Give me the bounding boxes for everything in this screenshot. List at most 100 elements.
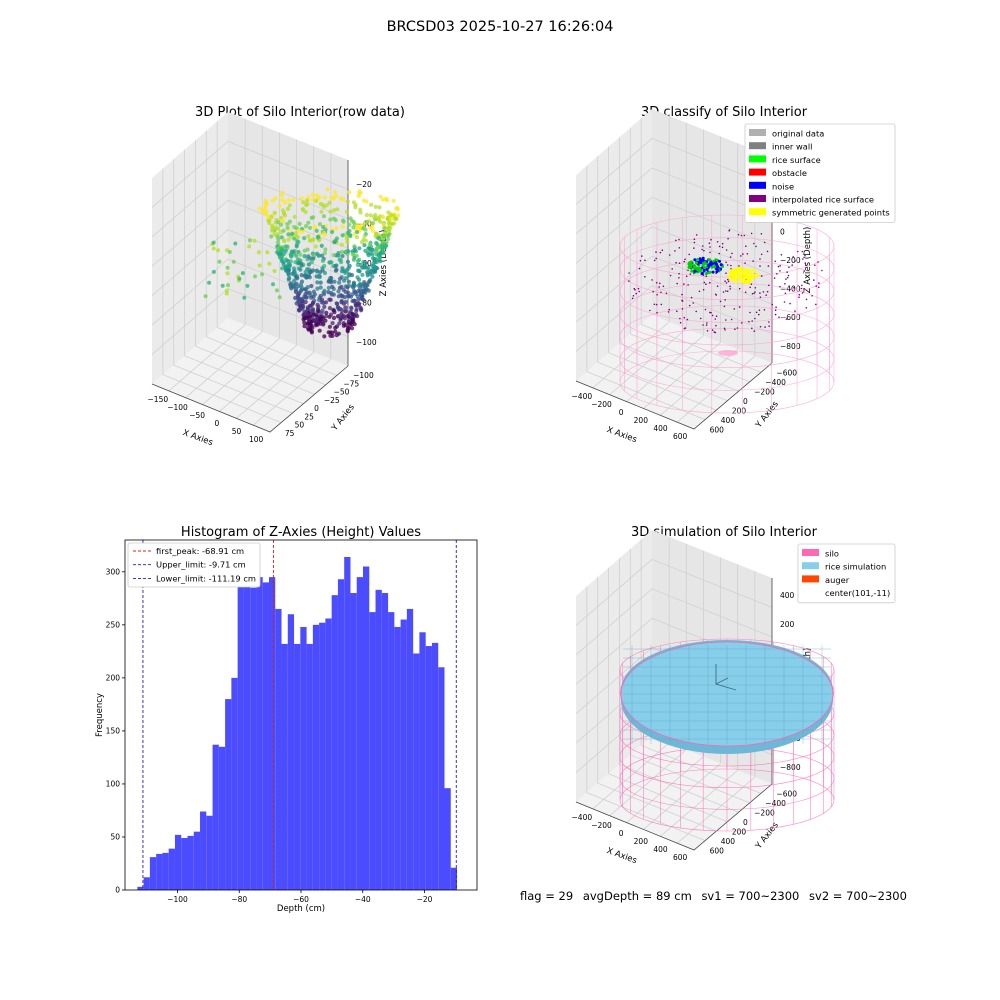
data-point xyxy=(737,233,740,236)
data-point xyxy=(276,251,281,256)
data-point xyxy=(324,310,329,315)
data-point xyxy=(375,215,380,220)
data-point xyxy=(335,207,340,212)
data-point xyxy=(292,278,297,283)
data-point xyxy=(305,305,310,310)
data-point xyxy=(660,291,662,294)
z-tick-label: −100 xyxy=(356,338,377,347)
data-point xyxy=(373,204,378,209)
data-point xyxy=(779,265,781,267)
data-point xyxy=(334,301,339,306)
data-point xyxy=(327,324,332,329)
data-point xyxy=(247,244,252,249)
histogram-bar xyxy=(206,815,213,890)
data-point xyxy=(203,294,208,299)
data-point xyxy=(760,233,763,235)
grid-line xyxy=(586,792,706,841)
data-point xyxy=(298,282,303,287)
histogram-bar xyxy=(218,746,226,890)
data-point xyxy=(740,234,743,237)
data-point xyxy=(331,308,336,313)
data-point xyxy=(751,320,753,322)
data-point xyxy=(338,306,343,312)
data-point xyxy=(336,331,341,336)
data-point xyxy=(339,275,344,280)
data-point xyxy=(718,259,721,263)
grid-line xyxy=(660,769,738,837)
data-point xyxy=(386,226,391,231)
data-point xyxy=(815,303,817,306)
data-point xyxy=(755,311,758,314)
legend-label: interpolated rice surface xyxy=(772,195,874,205)
data-point xyxy=(283,244,288,249)
legend-swatch xyxy=(749,195,766,202)
data-point xyxy=(689,273,692,275)
data-point xyxy=(320,258,325,263)
data-point xyxy=(747,268,751,272)
data-point xyxy=(308,322,313,327)
data-point xyxy=(679,321,682,324)
data-point xyxy=(285,206,291,211)
data-point xyxy=(744,262,746,264)
y-tick-label: 300 xyxy=(106,567,121,576)
data-point xyxy=(330,321,335,326)
data-point xyxy=(730,264,732,267)
data-point xyxy=(328,333,333,338)
data-point xyxy=(821,269,823,272)
data-point xyxy=(207,280,212,285)
data-point xyxy=(730,318,733,321)
data-point xyxy=(361,259,366,265)
data-point xyxy=(628,272,630,274)
data-point xyxy=(709,251,711,254)
data-point xyxy=(270,227,275,232)
data-point xyxy=(363,290,368,295)
z-tick-label: −600 xyxy=(780,313,801,322)
data-point xyxy=(368,251,373,256)
data-point xyxy=(269,214,274,219)
data-point xyxy=(385,233,390,238)
data-point xyxy=(375,232,380,237)
x-tick-label: 400 xyxy=(653,845,668,854)
data-point xyxy=(345,199,350,204)
data-point xyxy=(388,213,394,218)
data-point xyxy=(368,225,373,230)
data-point xyxy=(755,245,757,248)
data-point xyxy=(715,324,717,327)
data-point xyxy=(765,294,767,297)
data-point xyxy=(260,272,264,277)
data-point xyxy=(299,196,304,201)
data-point xyxy=(727,278,729,281)
data-point xyxy=(702,288,705,291)
histogram-bar xyxy=(237,582,244,890)
data-point xyxy=(771,303,774,306)
y-tick-label: 400 xyxy=(721,416,736,425)
data-point xyxy=(305,275,310,280)
data-point xyxy=(294,289,299,294)
data-point xyxy=(226,283,230,288)
y-tick-label: −600 xyxy=(776,369,797,378)
data-point xyxy=(726,264,729,266)
data-point xyxy=(364,212,369,218)
grid-line xyxy=(608,352,728,402)
data-point xyxy=(788,266,790,269)
data-point xyxy=(689,265,693,269)
data-point xyxy=(745,275,748,279)
data-point xyxy=(745,245,747,247)
data-point xyxy=(708,258,712,262)
histogram-bar xyxy=(438,667,445,890)
data-point xyxy=(285,221,290,227)
y-tick-label: −600 xyxy=(776,790,797,799)
pane-left xyxy=(576,530,652,802)
data-point xyxy=(674,250,676,252)
data-point xyxy=(764,326,766,328)
grid-line xyxy=(575,167,773,235)
data-point xyxy=(346,249,351,254)
data-point xyxy=(688,253,690,256)
data-point xyxy=(349,306,354,311)
data-point xyxy=(699,261,703,265)
legend-swatch xyxy=(749,142,766,150)
data-point xyxy=(731,252,733,255)
data-point xyxy=(257,263,262,268)
data-point xyxy=(334,324,339,329)
